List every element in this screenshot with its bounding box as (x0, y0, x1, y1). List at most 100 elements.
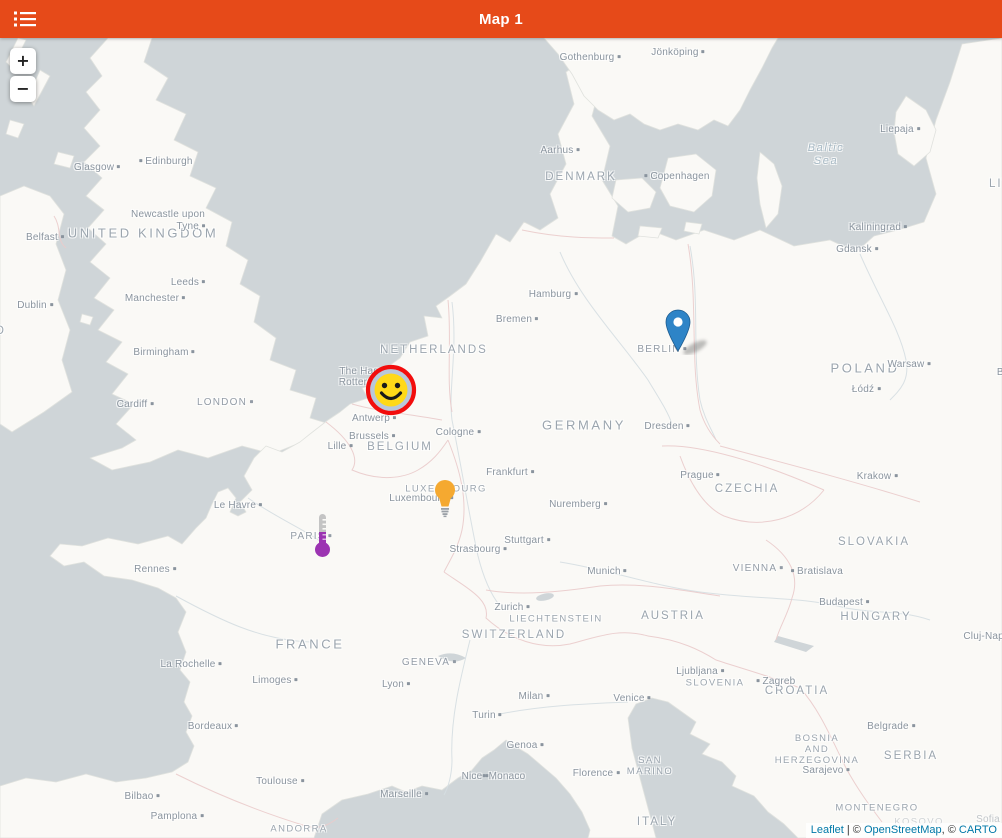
map-label: Bordeaux (188, 721, 239, 733)
map-label: Munich (587, 566, 627, 578)
lakes-layer (438, 593, 814, 662)
zoom-in-button[interactable]: + (10, 48, 36, 74)
map-label: POLAND (830, 360, 900, 376)
bulb-neck (439, 497, 451, 507)
map-label: Copenhagen (644, 171, 709, 183)
map-label: CROATIA (764, 685, 830, 698)
map-label: Bremen (496, 314, 539, 326)
smiley-left-eye (381, 382, 388, 389)
map-label: SWITZERLAND (461, 629, 567, 642)
map-label: SLOVENIA (685, 677, 745, 689)
map-label: La Rochelle (160, 659, 222, 671)
map-label: Bratislava (791, 566, 843, 578)
bulb-base (441, 508, 449, 518)
map-label: Gdansk (836, 244, 878, 256)
thermometer-mercury-ticks (322, 534, 326, 540)
map-label: ANDORRA (270, 823, 328, 835)
map-label: Florence (573, 768, 620, 780)
map-label: Budapest (819, 597, 869, 609)
map-label: SAN MARINO (626, 754, 674, 777)
map-label: Le Havre (214, 500, 263, 512)
map-label: Belfast (26, 232, 64, 244)
map-label: Brest (996, 367, 1002, 379)
map-label: Rennes (134, 564, 176, 576)
map-label: Pamplona (151, 811, 204, 823)
map-label: Stuttgart (504, 535, 550, 547)
landmass-layer (0, 37, 1002, 838)
map-label: SERBIA (883, 750, 939, 763)
smiley-marker[interactable] (365, 364, 417, 421)
smiley-mouth (379, 391, 403, 401)
map-label: DENMARK (545, 171, 617, 184)
zoom-control: + − (10, 48, 36, 104)
list-menu-icon[interactable] (13, 10, 37, 28)
map-label: Manchester (125, 293, 186, 305)
map-label: GERMANY (542, 417, 626, 433)
attribution-separator: | © (843, 824, 864, 836)
map-label: IRELAND (0, 325, 6, 339)
smiley-red-ring (365, 364, 417, 416)
map-label: Bilbao (125, 791, 160, 803)
map-label: Frankfurt (486, 467, 534, 479)
map-label: Cologne (436, 427, 481, 439)
map-label: Glasgow (74, 162, 121, 174)
map-label: Liepaja (880, 124, 920, 136)
map-label: Baltic Sea (807, 142, 845, 167)
map-label: NETHERLANDS (380, 344, 488, 357)
map-label: Gothenburg (560, 52, 621, 64)
borders-layer (53, 215, 921, 828)
map-label: Warsaw (888, 359, 931, 371)
map-label: HUNGARY (840, 611, 912, 624)
zoom-out-button[interactable]: − (10, 76, 36, 102)
thermometer-marker[interactable] (313, 511, 331, 564)
thermometer-bulb (315, 542, 330, 557)
lightbulb-marker[interactable] (432, 478, 458, 525)
map-attribution: Leaflet | © OpenStreetMap, © CARTO (805, 823, 1002, 838)
map-label: Prague (680, 470, 720, 482)
map-label: VIENNA (733, 563, 784, 575)
map-label: GENEVA (402, 657, 457, 669)
carto-link[interactable]: CARTO (958, 824, 997, 836)
map-label: Cluj-Napoca (963, 631, 1002, 643)
map-label: Zagreb (756, 676, 796, 688)
map-label: UNITED KINGDOM (67, 225, 219, 241)
map-label: MONTENEGRO (835, 802, 919, 814)
map-label: Ljubljana (676, 666, 724, 678)
map-label: Leeds (171, 277, 206, 289)
attribution-separator-2: , © (941, 824, 959, 836)
map-label: FRANCE (275, 636, 345, 652)
pin-shadow (683, 340, 707, 355)
map-label: Milan (519, 691, 550, 703)
map-label: Birmingham (133, 347, 195, 359)
pin-marker[interactable] (665, 309, 715, 360)
app-bar: Map 1 (0, 0, 1002, 38)
openstreetmap-link[interactable]: OpenStreetMap (863, 824, 942, 836)
page-title: Map 1 (478, 10, 523, 28)
map-label: Strasbourg (450, 544, 507, 556)
map-label: Dresden (644, 421, 690, 433)
map-label: Jönköping (651, 47, 705, 59)
leaflet-link[interactable]: Leaflet (810, 824, 844, 836)
map-label: LONDON (197, 397, 253, 409)
map-label: Newcastle upon Tyne (131, 209, 205, 232)
map-label: Toulouse (256, 776, 304, 788)
map-label: Nice (462, 771, 489, 783)
map-label: Marseille (380, 789, 428, 801)
map-label: Zurich (495, 602, 530, 614)
map-label: Belgrade (867, 721, 915, 733)
map-label: Sarajevo (802, 765, 850, 777)
map-label: Brussels (349, 431, 395, 443)
map-label: Dublin (17, 300, 53, 312)
smiley-face (374, 373, 408, 407)
pin-hole (673, 317, 683, 327)
map-label: Limoges (252, 675, 298, 687)
map-label: Aarhus (541, 145, 580, 157)
map-label: BELGIUM (367, 441, 433, 454)
thermometer-ticks (322, 519, 326, 530)
map-label: SLOVAKIA (837, 536, 911, 549)
map-label: LITHUANIA (988, 178, 1002, 191)
map-label: Krakow (857, 471, 898, 483)
